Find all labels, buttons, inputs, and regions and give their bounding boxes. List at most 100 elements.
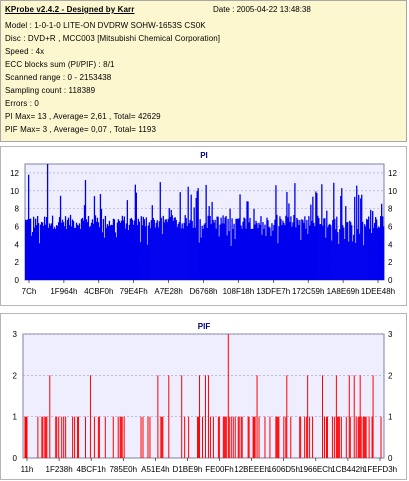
pi-bar [350, 222, 352, 280]
pi-bar [263, 228, 265, 280]
pi-bar [278, 226, 280, 280]
pi-bar [178, 222, 180, 280]
pif-ytick-right: 2 [388, 371, 393, 380]
pi-bar [28, 219, 31, 280]
pi-xtick-label: 4CBF0h [84, 287, 113, 296]
pi-bar [41, 222, 44, 280]
pif-xtick-label: FE00Fh [205, 465, 233, 474]
pi-bar [156, 220, 158, 280]
pi-bar [221, 223, 223, 280]
pif-ytick-left: 2 [13, 371, 18, 380]
pi-xtick-label: D6768h [189, 287, 217, 296]
pi-bar [206, 227, 208, 280]
pi-bar [281, 225, 283, 280]
pi-bar [83, 205, 86, 280]
pi-bar [328, 224, 330, 280]
pi-bar [249, 217, 251, 280]
pi-bar [211, 201, 213, 280]
pi-bar [80, 219, 83, 280]
pi-bar [77, 225, 80, 280]
pi-bar [43, 216, 46, 280]
pif-xtick-label: 1F238h [46, 465, 73, 474]
pi-bar [255, 220, 257, 280]
pi-bar [141, 225, 143, 280]
pi-bar [310, 204, 312, 280]
pi-bar [32, 216, 35, 280]
pi-bar [210, 224, 212, 280]
pi-bar [93, 196, 96, 280]
pi-bar [336, 216, 338, 280]
pi-bar [71, 219, 74, 280]
pi-bar [333, 182, 335, 280]
pi-bar [271, 223, 273, 280]
pi-bar [283, 222, 285, 280]
pi-bar [180, 228, 182, 280]
pi-bar [212, 219, 214, 280]
pi-bar [304, 216, 306, 280]
pi-bar [291, 226, 293, 280]
pi-xtick-label: 172C59h [292, 287, 324, 296]
pi-bar [198, 242, 200, 280]
pi-bar [81, 217, 84, 280]
pi-bar [215, 228, 217, 280]
pif-xtick-label: D1BE9h [173, 465, 203, 474]
info-panel: KProbe v2.4.2 - Designed by Karr Date : … [0, 0, 407, 142]
pi-bar [96, 217, 99, 280]
pi-bar [259, 224, 261, 280]
pi-bar [189, 219, 191, 280]
pi-bar [305, 228, 307, 280]
pi-bar [56, 226, 59, 280]
pi-bar [349, 220, 351, 280]
pi-bar [380, 216, 382, 280]
pif-chart-title: PIF [198, 322, 211, 331]
pi-bar [207, 215, 209, 280]
pi-bar [297, 219, 299, 280]
pi-bar [109, 225, 112, 280]
pi-bar [63, 226, 66, 280]
pi-bar [74, 227, 77, 280]
pi-bar [202, 228, 204, 280]
pi-bar [162, 215, 164, 280]
pi-bar [308, 216, 310, 280]
pi-bar [110, 224, 113, 280]
pi-bar [114, 232, 117, 280]
pi-bar [316, 193, 318, 280]
pi-ytick-left: 2 [15, 258, 20, 267]
pif-xtick-label: 1CB442h [331, 465, 364, 474]
pi-bar [343, 227, 345, 280]
pif-ytick-left: 1 [13, 413, 18, 422]
pi-xtick-label: 1A8E69h [327, 287, 360, 296]
pi-bar [127, 230, 130, 280]
pi-bar [88, 227, 91, 280]
pi-ytick-left: 12 [10, 169, 19, 178]
pi-bar [104, 215, 107, 280]
pi-bar [298, 224, 300, 280]
pi-bar [279, 216, 281, 280]
pi-bar [47, 227, 50, 280]
pi-bar [132, 224, 134, 280]
pi-ytick-left: 4 [15, 240, 20, 249]
pi-bar [126, 200, 129, 280]
pi-bar [143, 219, 145, 280]
pi-bar [153, 220, 155, 280]
pi-bar [68, 225, 71, 280]
pi-bar [241, 228, 243, 280]
pi-bar [173, 217, 175, 280]
pi-bar [237, 219, 239, 280]
pi-bar [381, 203, 383, 280]
info-ecc: ECC blocks sum (PI/PIF) : 8/1 [5, 60, 115, 69]
pi-bar [157, 227, 159, 280]
pi-bar [192, 228, 194, 280]
pi-bar [53, 227, 56, 280]
pi-bar [90, 222, 93, 280]
pi-bar [27, 174, 30, 280]
pi-bar [100, 208, 103, 280]
pi-bar [193, 207, 195, 280]
pi-bar [70, 226, 73, 280]
pi-ytick-left: 6 [15, 222, 20, 231]
pi-bar [208, 206, 210, 280]
pi-bar [287, 217, 289, 280]
pi-bar [264, 224, 266, 280]
pi-bar [128, 224, 131, 280]
pi-bar [364, 224, 366, 280]
